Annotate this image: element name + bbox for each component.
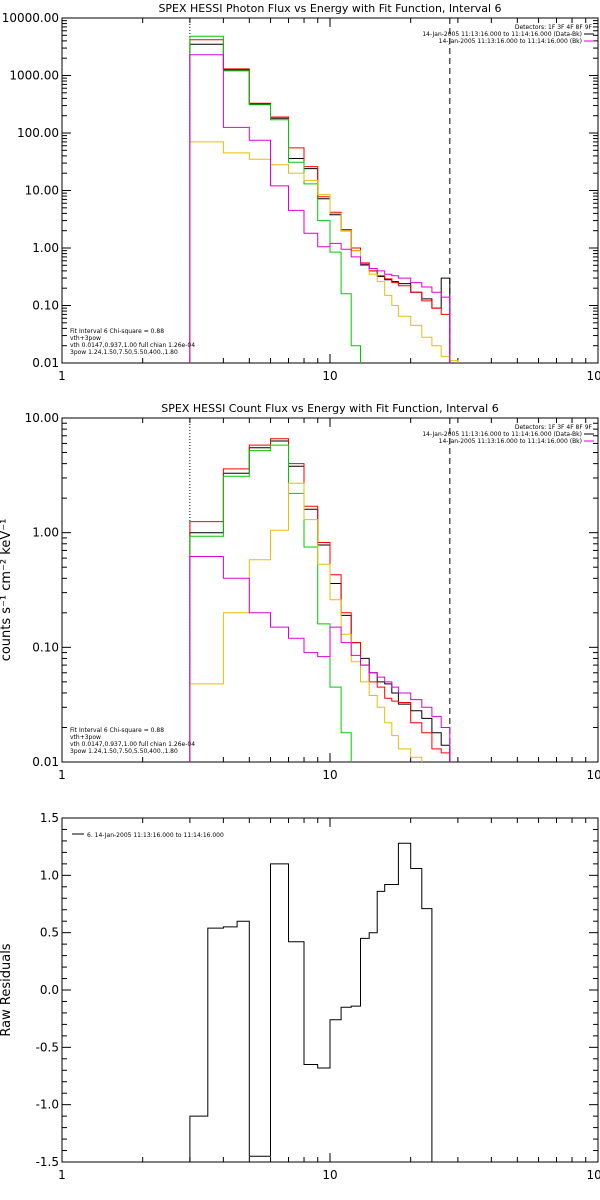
y-tick-label: 1.5 <box>40 811 59 825</box>
y-tick-label: -1.0 <box>36 1098 59 1112</box>
y-axis-label: Raw Residuals <box>0 943 14 1036</box>
x-tick-label: 1 <box>58 1168 66 1182</box>
series-5-line <box>189 54 451 363</box>
series-3-line <box>189 444 352 762</box>
legend-fit-entry: vth 0.0147,0.937,1.00 full chian 1.26e-0… <box>70 342 195 349</box>
series-5-line <box>189 556 451 762</box>
x-tick-label: 1 <box>58 768 66 782</box>
x-tick-label: 10 <box>322 369 337 383</box>
legend-fit-entry: Fit Interval 6 Chi-square = 0.88 <box>70 727 164 734</box>
y-tick-label: 1000.00 <box>9 69 59 83</box>
x-tick-label: 100 <box>587 1168 600 1182</box>
plot-frame <box>61 17 599 364</box>
y-tick-label: 10.00 <box>25 184 59 198</box>
legend-fit-entry: vth 0.0147,0.937,1.00 full chian 1.26e-0… <box>70 741 195 748</box>
y-tick-label: -0.5 <box>36 1040 59 1054</box>
series-1-line <box>189 43 451 363</box>
legend-top-entry: Detectors: 1F 3F 4F 8F 9F <box>515 24 593 31</box>
chart-panel-2: SPEX HESSI Count Flux vs Energy with Fit… <box>0 402 600 782</box>
legend-fit-entry: vth+3pow <box>70 734 101 741</box>
legend-fit-entry: 3pow 1.24,1.50,7.50,5.50,400.,1.80 <box>70 349 178 356</box>
series-3-line <box>189 35 361 363</box>
x-tick-label: 10 <box>322 1168 337 1182</box>
x-tick-label: 1 <box>58 369 66 383</box>
y-tick-label: 0.5 <box>40 926 59 940</box>
residual-legend-entry: 6. 14-Jan-2005 11:13:16.000 to 11:14:16.… <box>87 832 224 839</box>
x-tick-label: 100 <box>587 369 600 383</box>
y-tick-label: 0.10 <box>32 299 59 313</box>
legend-top-entry: 14-Jan-2005 11:13:16.000 to 11:14:16.000… <box>439 38 582 45</box>
legend-top-entry: Detectors: 1F 3F 4F 8F 9F <box>515 424 593 431</box>
y-tick-label: 10000.00 <box>2 11 59 25</box>
series-1-line <box>189 842 433 1162</box>
y-tick-label: 1.00 <box>32 241 59 255</box>
y-tick-label: 1.00 <box>32 526 59 540</box>
y-tick-label: 0.0 <box>40 983 59 997</box>
legend-fit-entry: 3pow 1.24,1.50,7.50,5.50,400.,1.80 <box>70 748 178 755</box>
chart-panel-1: SPEX HESSI Photon Flux vs Energy with Fi… <box>2 2 600 383</box>
chart-title: SPEX HESSI Photon Flux vs Energy with Fi… <box>158 2 501 15</box>
legend-top-entry: 14-Jan-2005 11:13:16.000 to 11:14:16.000… <box>422 431 582 438</box>
series-4-line <box>189 141 459 363</box>
legend-top-entry: 14-Jan-2005 11:13:16.000 to 11:14:16.000… <box>439 438 582 445</box>
legend-fit-entry: vth+3pow <box>70 335 101 342</box>
y-tick-label: 0.01 <box>32 755 59 769</box>
y-tick-label: 100.00 <box>17 126 59 140</box>
chart-title: SPEX HESSI Count Flux vs Energy with Fit… <box>161 402 498 415</box>
x-tick-label: 10 <box>322 768 337 782</box>
plot-frame <box>61 817 599 1163</box>
series-4-line <box>189 482 423 762</box>
y-tick-label: 1.0 <box>40 868 59 882</box>
series-2-line <box>189 39 451 363</box>
y-axis-label: counts s⁻¹ cm⁻² keV⁻¹ <box>0 519 14 662</box>
y-tick-label: 0.10 <box>32 640 59 654</box>
chart-panel-3: 1 10 100 -1.5 -1.0 -0.5 0.0 0.5 1.0 1.5 Raw Residu… <box>0 811 600 1182</box>
y-tick-label: 0.01 <box>32 356 59 370</box>
series-2-line <box>189 438 451 762</box>
x-tick-label: 100 <box>587 768 600 782</box>
legend-fit-entry: Fit Interval 6 Chi-square = 0.88 <box>70 328 164 335</box>
y-tick-label: -1.5 <box>36 1155 59 1169</box>
legend-top-entry: 14-Jan-2005 11:13:16.000 to 11:14:16.000… <box>422 31 582 38</box>
y-tick-label: 10.00 <box>25 411 59 425</box>
